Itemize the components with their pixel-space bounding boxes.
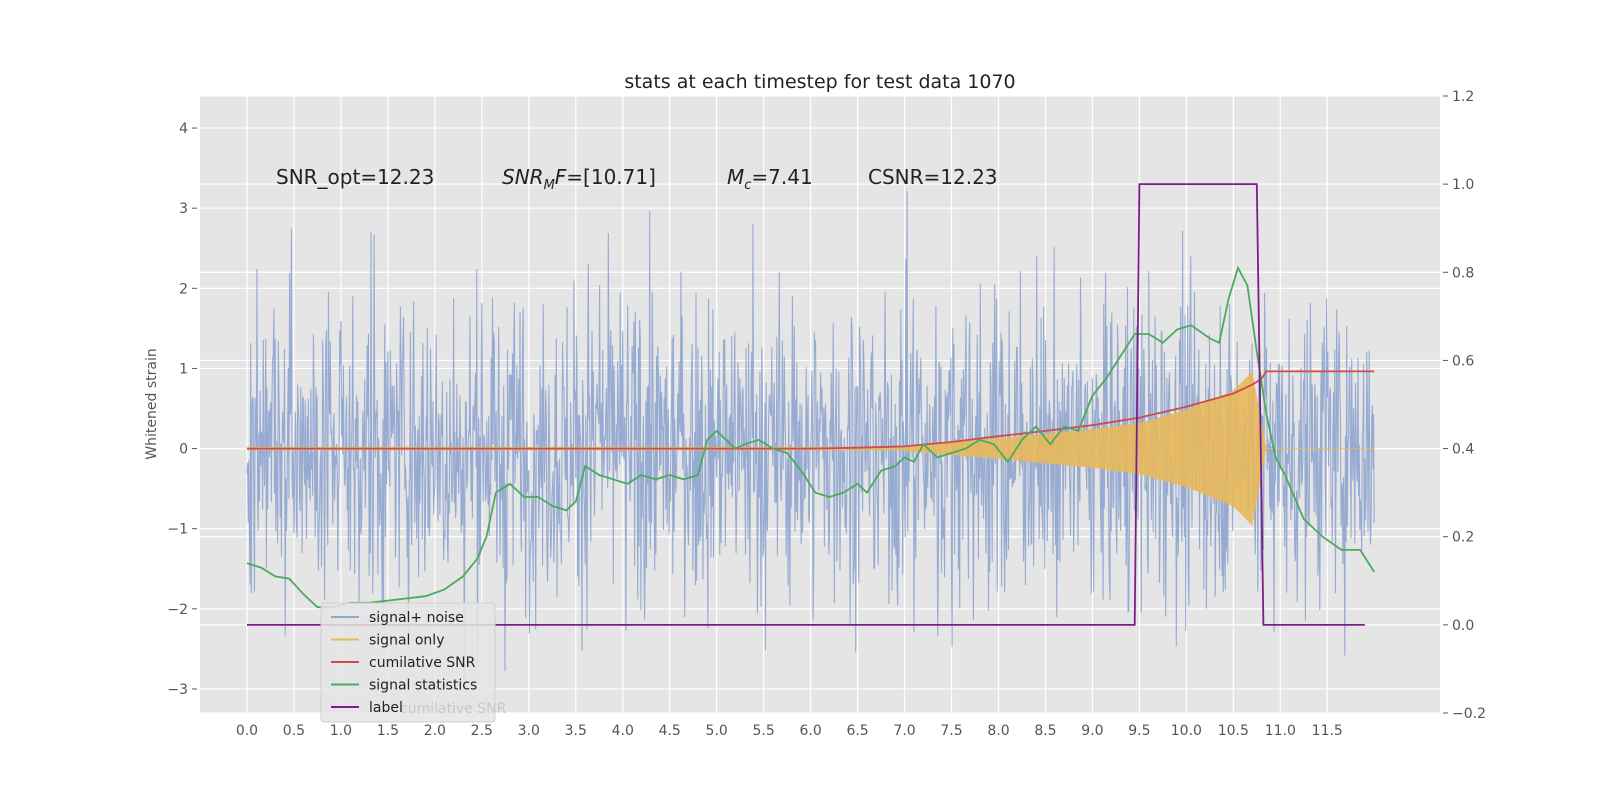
x-tick-label: 9.5 [1128, 723, 1150, 739]
legend: cumilative SNR signal+ noise signal only c… [320, 602, 507, 723]
x-tick-label: 5.0 [706, 723, 728, 739]
y-tick-label: 1 [179, 361, 188, 377]
legend-entry: label [369, 700, 403, 716]
x-tick-label: 11.0 [1265, 723, 1296, 739]
annotation-mc-rest: =7.41 [751, 165, 812, 189]
annotation-snr-mf-f: F [555, 165, 567, 189]
x-tick-label: 5.5 [753, 723, 775, 739]
y2-tick-label: 0.0 [1452, 618, 1474, 634]
x-tick-label: 4.5 [659, 723, 681, 739]
x-tick-label: 2.5 [471, 723, 493, 739]
series-cumulative-snr [247, 370, 1375, 450]
annotation-mc: Mc=7.41 [727, 165, 813, 193]
x-tick-label: 8.0 [987, 723, 1009, 739]
x-tick-label: 10.5 [1218, 723, 1249, 739]
y2-tick-label: −0.2 [1452, 706, 1486, 722]
legend-entry: signal only [369, 633, 444, 649]
x-tick-label: 10.0 [1171, 723, 1202, 739]
x-tick-label: 3.0 [518, 723, 540, 739]
x-tick-label: 1.5 [377, 723, 399, 739]
y-tick-label: 0 [179, 442, 188, 458]
annotation-snr-mf: SNRMF=[10.71] [502, 165, 656, 193]
series-signal-statistics [246, 265, 1375, 609]
annotation-csnr: CSNR=12.23 [868, 165, 998, 189]
y2-tick-label: 0.8 [1452, 265, 1474, 281]
x-tick-label: 0.0 [236, 723, 258, 739]
annotation-snr-mf-rest: =[10.71] [566, 165, 656, 189]
x-tick-label: 8.5 [1034, 723, 1056, 739]
y-tick-label: 3 [179, 201, 188, 217]
annotation-layer: SNR_opt=12.23 SNRMF=[10.71] Mc=7.41 CSNR… [276, 165, 998, 193]
x-tick-label: 1.0 [330, 723, 352, 739]
annotation-mc-base: M [727, 165, 744, 189]
x-tick-label: 3.5 [565, 723, 587, 739]
x-tick-label: 4.0 [612, 723, 634, 739]
x-tick-label: 0.5 [283, 723, 305, 739]
y-axis-ticks: −3 −2 −1 0 1 2 3 4 [167, 121, 197, 698]
series-layer [246, 183, 1375, 681]
y-tick-label: −1 [167, 522, 188, 538]
y-axis-label: Whitened strain [144, 348, 160, 459]
x-tick-label: 6.5 [846, 723, 868, 739]
annotation-snr-mf-sub: M [544, 178, 555, 193]
y2-tick-label: 1.2 [1452, 89, 1474, 105]
annotation-snr-mf-base: SNR [502, 165, 544, 189]
x-tick-label: 9.0 [1081, 723, 1103, 739]
y-tick-label: −3 [167, 682, 188, 698]
legend-entry: cumilative SNR [369, 655, 476, 671]
y2-axis-ticks: −0.2 0.0 0.2 0.4 0.6 0.8 1.0 1.2 [1443, 89, 1486, 722]
legend-entry: signal+ noise [369, 610, 464, 626]
x-tick-label: 7.0 [893, 723, 915, 739]
y2-tick-label: 0.2 [1452, 530, 1474, 546]
x-tick-label: 7.5 [940, 723, 962, 739]
legend-hidden-text: cumilative SNR [400, 701, 507, 717]
y-tick-label: 4 [179, 121, 188, 137]
series-label [247, 183, 1365, 626]
y-tick-label: −2 [167, 602, 188, 618]
x-tick-label: 6.0 [799, 723, 821, 739]
y2-tick-label: 1.0 [1452, 177, 1474, 193]
legend-box [320, 602, 496, 723]
x-tick-label: 2.0 [424, 723, 446, 739]
y-tick-label: 2 [179, 281, 188, 297]
legend-entry: signal statistics [369, 678, 477, 694]
x-tick-label: 11.5 [1312, 723, 1343, 739]
y2-tick-label: 0.6 [1452, 353, 1474, 369]
annotation-snr-opt: SNR_opt=12.23 [276, 165, 434, 189]
annotation-mc-sub: c [744, 178, 751, 193]
chart-title: stats at each timestep for test data 107… [624, 71, 1015, 93]
y2-tick-label: 0.4 [1452, 442, 1474, 458]
x-axis-ticks: 0.0 0.5 1.0 1.5 2.0 2.5 3.0 3.5 4.0 4.5 5.0 5.5 6.0 6… [236, 723, 1343, 739]
